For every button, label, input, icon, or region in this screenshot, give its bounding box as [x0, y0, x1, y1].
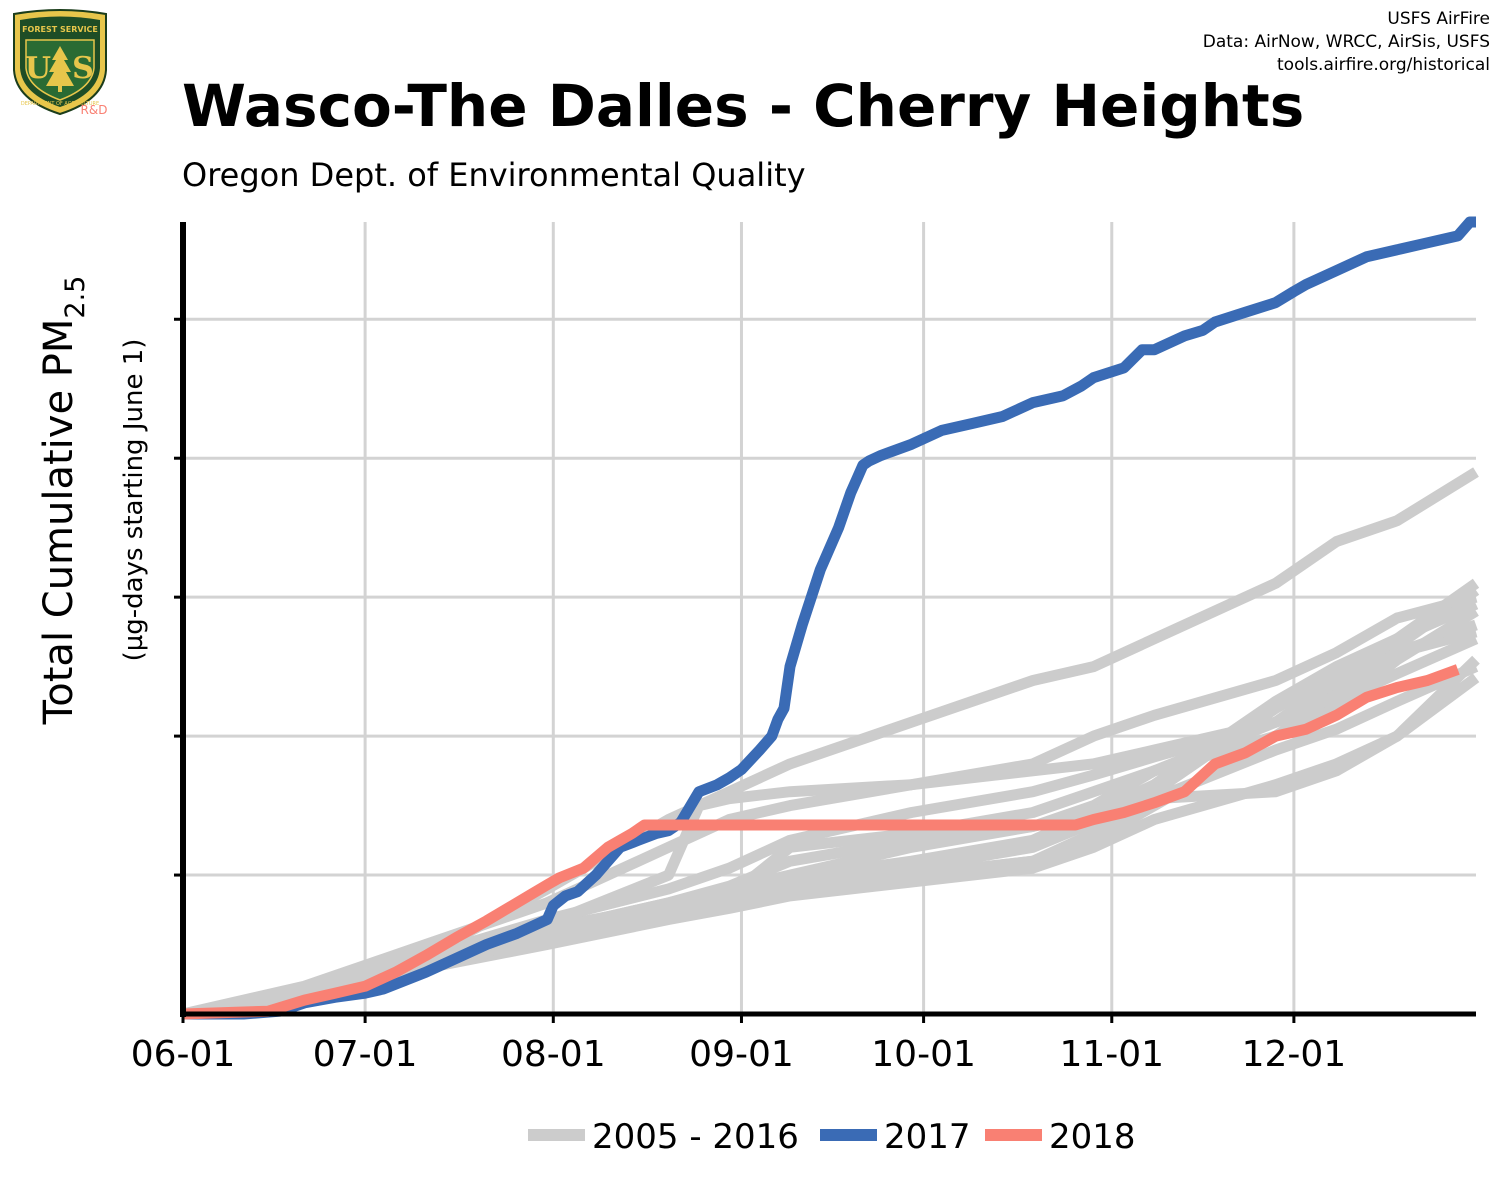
x-tick-label-08-01: 08-01 — [501, 1034, 606, 1075]
series-line-2017 — [183, 216, 1476, 1020]
series-line-2018 — [182, 664, 1460, 1020]
x-tick-label-06-01: 06-01 — [131, 1034, 236, 1075]
svg-text:U: U — [25, 51, 51, 86]
x-tick-label-09-01: 09-01 — [689, 1034, 794, 1075]
chart-subtitle: Oregon Dept. of Environmental Quality — [182, 156, 806, 194]
series-line-history-4 — [182, 599, 1479, 1020]
credit-block: USFS AirFire Data: AirNow, WRCC, AirSis,… — [1203, 8, 1490, 77]
axes — [174, 222, 1476, 1023]
x-tick-label-12-01: 12-01 — [1242, 1034, 1347, 1075]
series-lines — [181, 216, 1480, 1020]
x-tick-label-07-01: 07-01 — [313, 1034, 418, 1075]
legend-label-2018: 2018 — [1049, 1117, 1136, 1157]
svg-text:DEPARTMENT OF AGRICULTURE: DEPARTMENT OF AGRICULTURE — [21, 101, 99, 107]
legend: 2005 - 2016 2017 2018 — [528, 1117, 1136, 1157]
legend-label-history: 2005 - 2016 — [592, 1117, 799, 1157]
x-tick-label-10-01: 10-01 — [871, 1034, 976, 1075]
series-line-history-11 — [182, 606, 1479, 1020]
svg-text:Total Cumulative PM2.5: Total Cumulative PM2.5 — [36, 276, 91, 726]
credit-line-sources: Data: AirNow, WRCC, AirSis, USFS — [1202, 32, 1490, 52]
x-tick-label-11-01: 11-01 — [1059, 1034, 1164, 1075]
svg-text:S: S — [72, 51, 94, 86]
y-axis-label-block: Total Cumulative PM2.5 (µg-days starting… — [36, 276, 149, 726]
y-axis-label-secondary: (µg-days starting June 1) — [119, 339, 149, 662]
y-axis-label-subscript: 2.5 — [60, 276, 91, 319]
series-line-history-12 — [182, 578, 1480, 1020]
chart-title: Wasco-The Dalles - Cherry Heights — [182, 72, 1305, 140]
credit-line-url: tools.airfire.org/historical — [1277, 55, 1490, 75]
credit-line-org: USFS AirFire — [1387, 9, 1490, 29]
y-axis-label-main: Total Cumulative PM — [36, 319, 82, 726]
svg-text:R&D: R&D — [81, 103, 108, 117]
svg-text:FOREST SERVICE: FOREST SERVICE — [22, 25, 98, 34]
series-line-history-2 — [181, 591, 1478, 1020]
gridlines — [183, 222, 1476, 1014]
x-tick-labels: 06-01 07-01 08-01 09-01 10-01 11-01 12-01 — [131, 1034, 1346, 1075]
legend-label-2017: 2017 — [884, 1117, 971, 1157]
usfs-shield-logo: FOREST SERVICE U S DEPARTMENT OF AGRICUL… — [13, 9, 108, 117]
